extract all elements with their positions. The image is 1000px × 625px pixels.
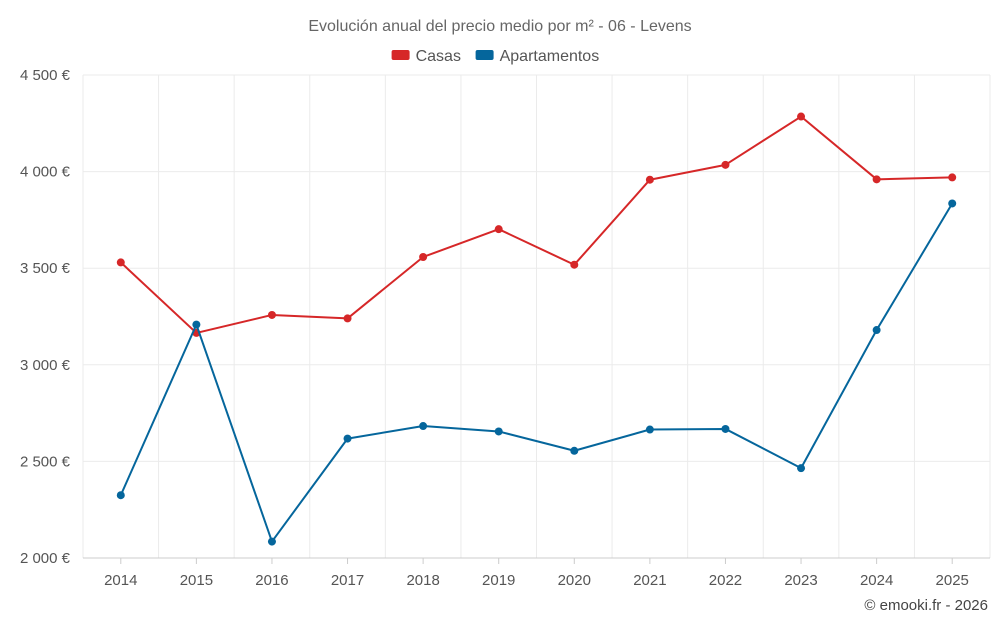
legend[interactable]: Casas Apartamentos <box>391 48 600 65</box>
data-point-apartamentos[interactable] <box>948 199 957 208</box>
data-point-casas[interactable] <box>645 175 654 184</box>
data-point-apartamentos[interactable] <box>721 424 730 433</box>
x-tick-label: 2025 <box>936 572 969 589</box>
y-tick-label: 2 000 € <box>20 550 71 567</box>
y-tick-label: 4 500 € <box>20 67 71 84</box>
series-line-casas <box>120 115 953 334</box>
chart-title: Evolución anual del precio medio por m² … <box>308 18 691 35</box>
y-tick-label: 4 000 € <box>20 164 71 181</box>
series-layer <box>116 112 957 546</box>
legend-item-casas[interactable]: Casas <box>391 48 461 65</box>
data-point-apartamentos[interactable] <box>645 425 654 434</box>
legend-label: Apartamentos <box>500 48 600 65</box>
data-point-apartamentos[interactable] <box>872 326 881 335</box>
data-point-apartamentos[interactable] <box>116 491 125 500</box>
legend-item-apartamentos[interactable]: Apartamentos <box>475 48 600 65</box>
data-point-casas[interactable] <box>721 160 730 169</box>
data-point-apartamentos[interactable] <box>570 446 579 455</box>
x-tick-label: 2014 <box>104 572 137 589</box>
x-tick-label: 2022 <box>709 572 742 589</box>
data-point-casas[interactable] <box>872 175 881 184</box>
x-tick-label: 2019 <box>482 572 515 589</box>
data-point-apartamentos[interactable] <box>797 464 806 473</box>
data-point-apartamentos[interactable] <box>267 537 276 546</box>
legend-swatch <box>391 50 410 60</box>
x-axis: 2014 2015 2016 2017 2018 2019 2020 2021 2022 2023… <box>83 557 990 589</box>
x-tick-label: 2021 <box>633 572 666 589</box>
data-point-apartamentos[interactable] <box>192 320 201 329</box>
y-tick-label: 3 500 € <box>20 260 71 277</box>
data-point-casas[interactable] <box>116 258 125 267</box>
data-point-casas[interactable] <box>948 173 957 182</box>
data-point-casas[interactable] <box>494 225 503 234</box>
x-tick-label: 2023 <box>784 572 817 589</box>
series-line-apartamentos <box>119 202 954 543</box>
y-tick-label: 3 000 € <box>20 357 71 374</box>
x-tick-label: 2018 <box>406 572 439 589</box>
data-point-apartamentos[interactable] <box>343 434 352 443</box>
data-point-casas[interactable] <box>419 252 428 261</box>
y-axis: 2 000 € 2 500 € 3 000 € 3 500 € 4 000 € 4 500… <box>20 67 71 567</box>
data-point-casas[interactable] <box>797 112 806 121</box>
grid <box>82 74 991 559</box>
legend-label: Casas <box>416 48 461 65</box>
data-point-apartamentos[interactable] <box>494 427 503 436</box>
x-tick-label: 2024 <box>860 572 893 589</box>
data-point-apartamentos[interactable] <box>419 422 428 431</box>
data-point-casas[interactable] <box>343 314 352 323</box>
x-tick-label: 2017 <box>331 572 364 589</box>
x-tick-label: 2020 <box>558 572 591 589</box>
legend-swatch <box>475 50 494 60</box>
y-tick-label: 2 500 € <box>20 453 71 470</box>
x-tick-label: 2015 <box>180 572 213 589</box>
credit-text: © emooki.fr - 2026 <box>864 597 988 614</box>
data-point-casas[interactable] <box>267 310 276 319</box>
x-tick-label: 2016 <box>255 572 288 589</box>
data-point-casas[interactable] <box>570 260 579 269</box>
